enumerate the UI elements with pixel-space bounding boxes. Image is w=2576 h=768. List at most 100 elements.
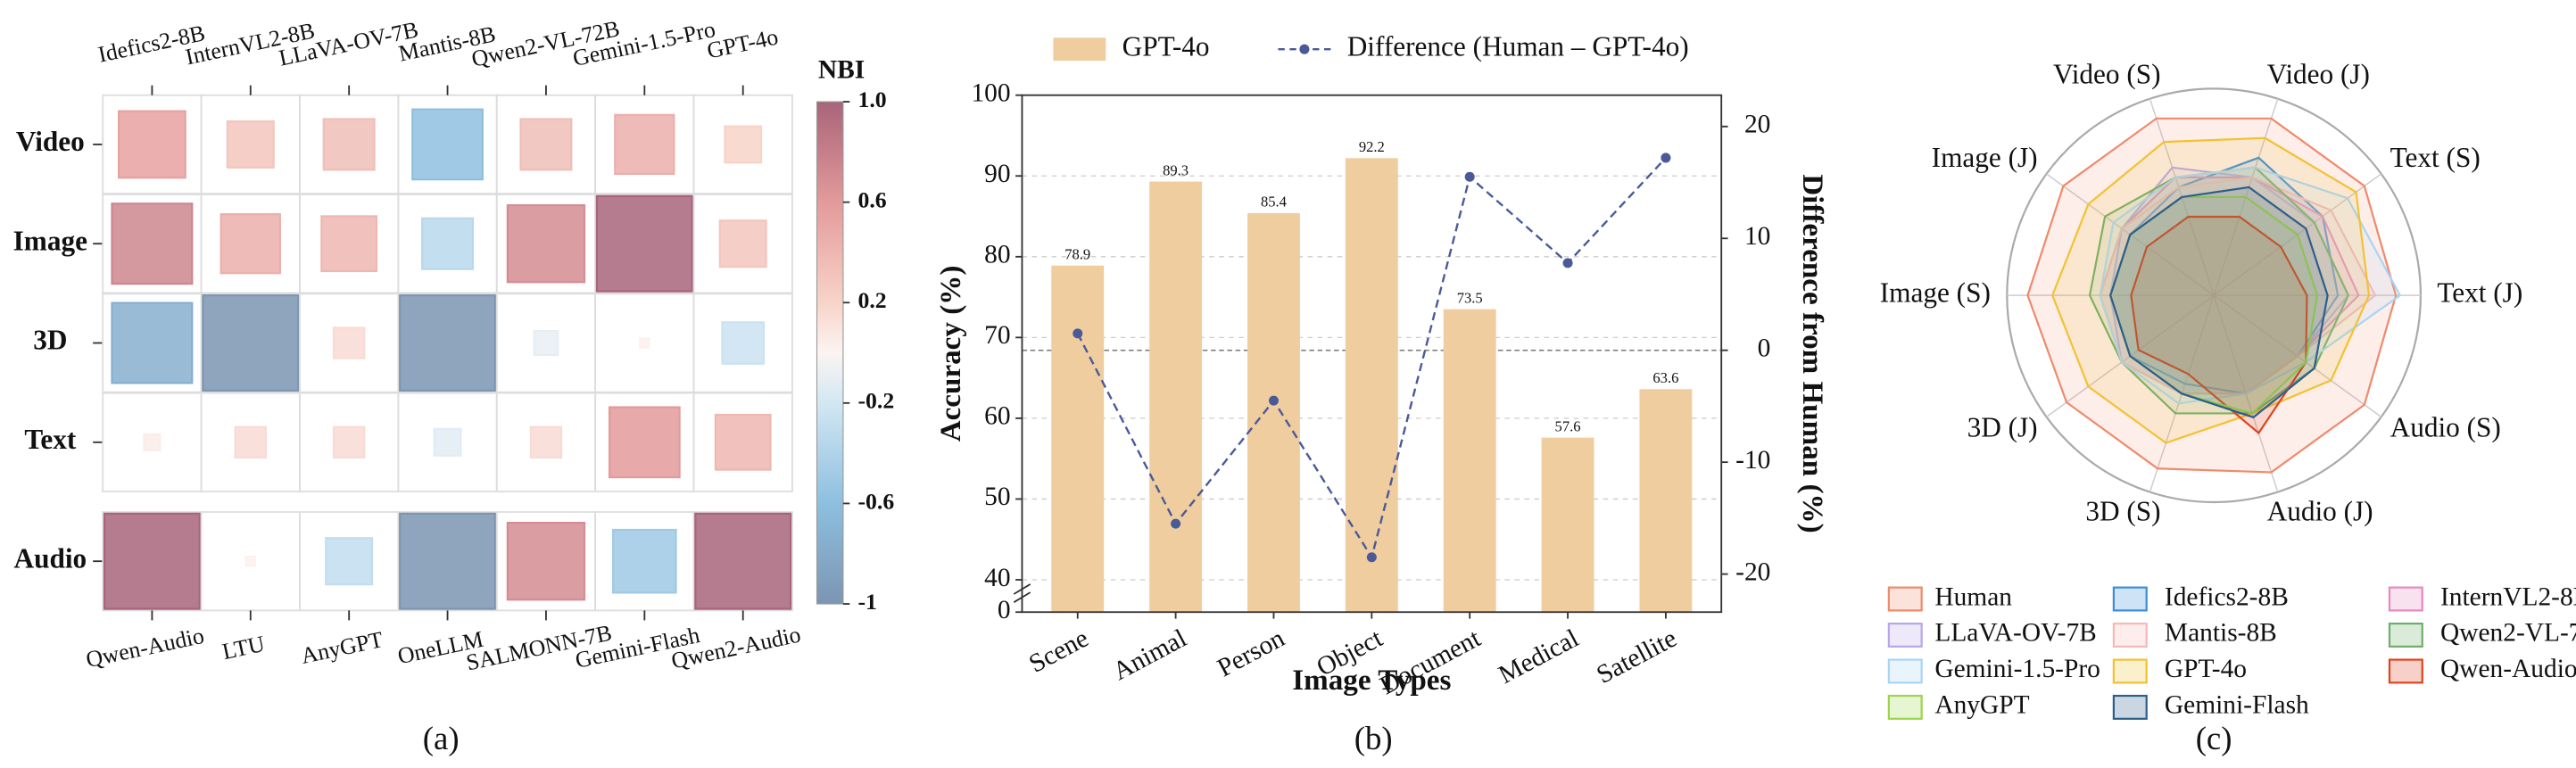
row-label: Image — [13, 225, 87, 256]
x-bottom-label: AnyGPT — [299, 626, 385, 669]
nbi-square — [529, 425, 563, 459]
y-axis-title: Accuracy (%) — [934, 266, 967, 442]
y-tick-label: 70 — [984, 321, 1010, 350]
nbi-square — [411, 108, 484, 181]
x-tick-label: Person — [1213, 623, 1289, 682]
bar — [1149, 181, 1203, 613]
difference-point — [1171, 518, 1181, 529]
row-label: Video — [16, 126, 85, 157]
legend-swatch — [2388, 658, 2423, 684]
nbi-square — [533, 330, 559, 357]
nbi-square — [111, 301, 194, 384]
difference-point — [1073, 328, 1083, 339]
radar-axis-label: Text (J) — [2437, 277, 2522, 308]
nbi-square — [506, 522, 586, 601]
nbi-square — [612, 528, 677, 594]
difference-point — [1268, 395, 1279, 406]
legend-swatch — [2112, 586, 2148, 612]
nbi-square — [718, 219, 767, 268]
nbi-square — [234, 425, 267, 459]
legend-swatch — [1887, 586, 1923, 612]
nbi-square — [519, 118, 573, 171]
legend-swatch — [2112, 622, 2148, 648]
legend-label: AnyGPT — [1934, 691, 2029, 720]
nbi-square — [322, 118, 376, 171]
legend-label: Gemini-Flash — [2165, 691, 2309, 720]
nbi-square — [202, 294, 300, 392]
legend-label: GPT-4o — [2165, 655, 2247, 683]
y-tick-label: 60 — [984, 402, 1010, 431]
nbi-square — [639, 337, 650, 349]
legend-label: Idefics2-8B — [2165, 582, 2289, 611]
y-tick-label: 100 — [971, 78, 1010, 107]
cell — [692, 392, 793, 492]
y2-tick-label: 20 — [1744, 111, 1770, 139]
difference-point — [1464, 171, 1475, 182]
radar-axis-label: 3D (J) — [1967, 412, 2038, 443]
bar — [1345, 158, 1398, 613]
y-tick-label: 90 — [984, 160, 1010, 188]
nbi-square — [399, 294, 497, 392]
radar-polygon — [2109, 186, 2329, 419]
radar-axis-label: 3D (S) — [2085, 495, 2160, 526]
nbi-square — [325, 537, 374, 586]
nbi-square — [244, 555, 256, 567]
nbi-square — [111, 202, 194, 285]
nbi-square — [724, 125, 763, 164]
legend-swatch — [2112, 658, 2148, 684]
x-axis-title: Image Types — [1292, 664, 1451, 697]
y2-tick-label: -10 — [1735, 446, 1770, 475]
nbi-square — [332, 326, 366, 359]
x-top-label: GPT-4o — [705, 23, 781, 63]
legend-swatch — [2388, 622, 2423, 648]
radar-axis-label: Text (S) — [2390, 142, 2481, 173]
legend-label: Gemini-1.5-Pro — [1934, 655, 2100, 683]
bar — [1443, 309, 1496, 613]
caption: (a) — [423, 720, 460, 756]
x-bottom-label: Qwen-Audio — [84, 623, 207, 673]
legend-label: Qwen-Audio — [2440, 655, 2576, 683]
bar — [1247, 212, 1300, 613]
legend-swatch — [1887, 694, 1923, 720]
x-tick-label: Medical — [1494, 624, 1583, 690]
legend-label: InternVL2-8B — [2440, 582, 2576, 611]
nbi-square — [332, 425, 366, 459]
colorbar-tick-label: -1 — [857, 589, 876, 615]
caption: (b) — [1354, 720, 1393, 756]
y2-tick-label: 10 — [1744, 222, 1770, 251]
nbi-square — [595, 194, 693, 293]
bar — [1541, 437, 1594, 613]
y-tick-label: 50 — [984, 483, 1010, 511]
bar-value-label: 85.4 — [1261, 194, 1288, 211]
legend-swatch — [1887, 622, 1923, 648]
legend-label: Difference (Human – GPT-4o) — [1347, 30, 1689, 62]
nbi-square — [118, 110, 186, 179]
row-label: Text — [24, 424, 76, 455]
y-tick-label: 0 — [998, 596, 1011, 624]
x-tick-label: Animal — [1108, 624, 1191, 687]
radar-polygon — [2130, 215, 2308, 435]
nbi-square — [421, 217, 475, 270]
nbi-square — [694, 512, 792, 610]
legend-label: Mantis-8B — [2165, 619, 2277, 648]
radar-axis-label: Image (J) — [1932, 142, 2038, 173]
radar-axis-label: Audio (S) — [2390, 412, 2501, 443]
nbi-square — [226, 120, 275, 169]
nbi-square — [399, 512, 497, 610]
legend-swatch — [2388, 586, 2423, 612]
legend-swatch — [2112, 694, 2148, 720]
row-label: 3D — [33, 325, 67, 356]
legend-label: Qwen2-VL-7B — [2440, 619, 2576, 648]
legend-point — [1299, 44, 1310, 54]
colorbar — [816, 101, 844, 605]
nbi-square — [219, 213, 281, 275]
bar — [1639, 389, 1693, 613]
y-tick-label: 80 — [984, 241, 1010, 269]
x-tick-label: Scene — [1024, 624, 1093, 679]
legend-swatch — [1053, 37, 1106, 62]
nbi-square — [143, 433, 162, 451]
nbi-square — [103, 512, 201, 610]
nbi-square — [608, 406, 681, 479]
colorbar-tick-label: -0.2 — [857, 388, 894, 414]
